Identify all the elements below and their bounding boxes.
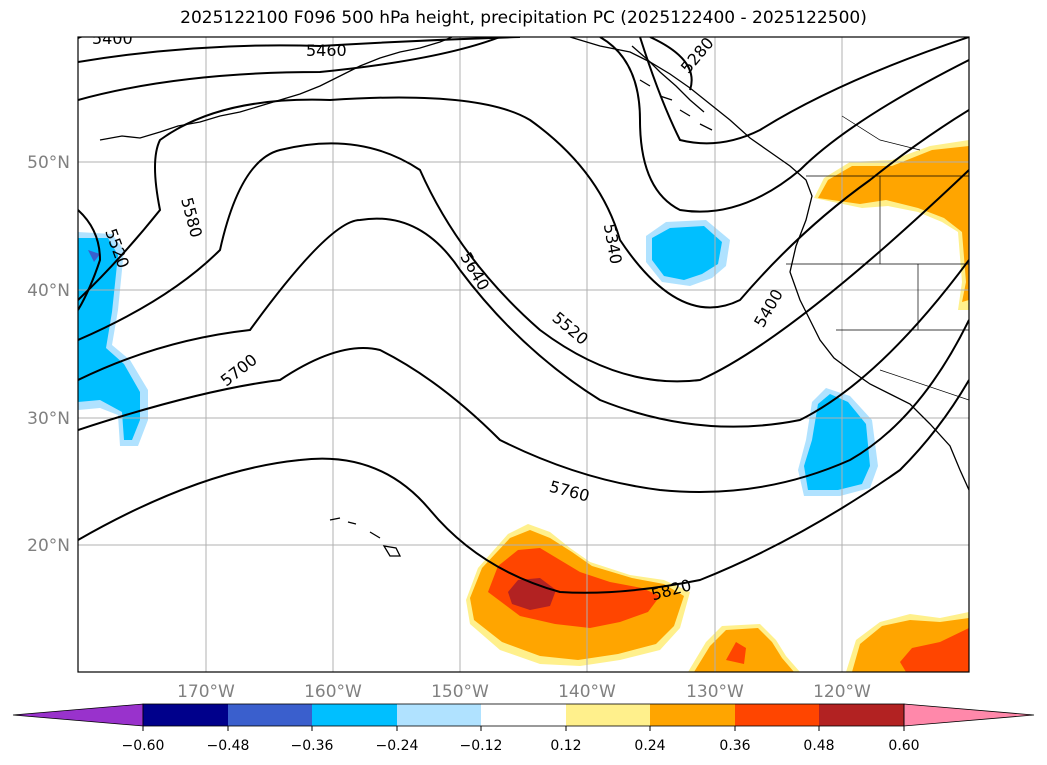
colorbar-bin <box>481 704 566 726</box>
colorbar-bin <box>397 704 481 726</box>
contour-5760 <box>78 319 969 493</box>
colorbar-tick-label: −0.36 <box>291 738 334 754</box>
contour-5640 <box>78 142 969 383</box>
colorbar-tick-label: 0.36 <box>719 738 750 754</box>
map-panel: 5400 5460 5280 5520 5580 5340 5640 5520 … <box>78 29 969 672</box>
colorbar-tick-label: −0.60 <box>122 738 165 754</box>
colorbar-bin <box>312 704 397 726</box>
contour-5460 <box>78 37 521 63</box>
state-borders <box>786 115 969 401</box>
colorbar-tick-label: −0.48 <box>207 738 250 754</box>
colorbar-tick-label: 0.48 <box>803 738 834 754</box>
colorbar-tick-label: 0.60 <box>888 738 919 754</box>
contour-5820 <box>78 379 969 594</box>
lat-label-30n: 30°N <box>27 409 70 429</box>
latitude-labels: 50°N 40°N 30°N 20°N <box>27 153 70 556</box>
contour-label-5400-west: 5400 <box>92 29 133 48</box>
map-frame <box>77 36 970 673</box>
colorbar-tick-label: −0.12 <box>460 738 503 754</box>
height-contours <box>78 37 969 594</box>
contour-5280 <box>649 37 693 91</box>
lon-label-130w: 130°W <box>686 682 744 702</box>
contour-5520-northwest <box>78 209 102 311</box>
contour-5700 <box>78 217 969 428</box>
colorbar-tick-label: 0.24 <box>634 738 665 754</box>
lon-label-120w: 120°W <box>813 682 871 702</box>
colorbar-bin <box>566 704 650 726</box>
colorbar-tick-label: −0.24 <box>376 738 419 754</box>
lon-label-160w: 160°W <box>304 682 362 702</box>
longitude-labels: 170°W 160°W 150°W 140°W 130°W 120°W <box>177 682 871 702</box>
contour-label-5460: 5460 <box>306 41 347 60</box>
colorbar-extend-low <box>12 703 144 727</box>
colorbar: −0.60 −0.48 −0.36 −0.24 −0.12 0.12 0.24 … <box>12 703 1035 754</box>
contour-5580 <box>78 96 969 309</box>
colorbar-bin <box>819 704 904 726</box>
colorbar-extend-high <box>903 703 1035 727</box>
lat-label-50n: 50°N <box>27 153 70 173</box>
colorbar-tick-label: 0.12 <box>550 738 581 754</box>
lon-label-150w: 150°W <box>431 682 489 702</box>
contour-5340 <box>599 37 969 213</box>
contour-5520-west <box>78 37 501 101</box>
lat-label-40n: 40°N <box>27 281 70 301</box>
colorbar-bin <box>143 704 228 726</box>
colorbar-bin <box>735 704 819 726</box>
colorbar-bin <box>228 704 312 726</box>
coastlines <box>99 37 969 557</box>
colorbar-bin <box>650 704 735 726</box>
lat-label-20n: 20°N <box>27 536 70 556</box>
contour-5400-east <box>639 37 969 145</box>
map-title: 2025122100 F096 500 hPa height, precipit… <box>180 8 867 28</box>
lon-label-170w: 170°W <box>177 682 235 702</box>
lon-label-140w: 140°W <box>558 682 616 702</box>
